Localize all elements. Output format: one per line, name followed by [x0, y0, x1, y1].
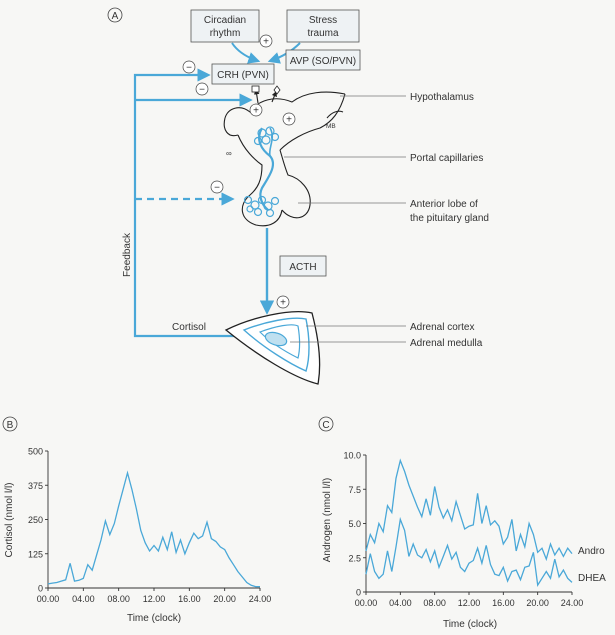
stress-box [286, 9, 360, 43]
hypothalamus-label: Hypothalamus [410, 92, 474, 103]
cortisol-xtick-label: 00.00 [37, 594, 60, 604]
minus-sign-pituitary [210, 180, 224, 194]
androgen-ytick-label: 10.0 [343, 451, 361, 461]
cortisol-ytick-label: 250 [28, 515, 43, 525]
legend-dhea: DHEA [578, 573, 606, 584]
androgen-ylabel: Androgen (nmol l/l) [322, 478, 333, 562]
cortisol-label: Cortisol [172, 322, 206, 333]
cortisol-ytick-label: 0 [38, 584, 43, 594]
androgen-dhea-line [365, 516, 573, 587]
acth-box [279, 255, 327, 277]
panel-c-badge [318, 416, 334, 432]
cortisol-series-line [47, 470, 260, 588]
panel-b-letter: B [7, 420, 14, 431]
androgen-xlabel: Time (clock) [443, 619, 497, 630]
minus-sign-crh [182, 60, 196, 74]
androgen-xtick-label: 12.00 [458, 598, 481, 608]
androgen-xtick-label: 08.00 [423, 598, 446, 608]
panel-a: A Circadian rhythm Stress trauma + CRH (… [107, 7, 489, 385]
plus-sign-inputs [259, 34, 273, 48]
cortisol-xtick-label: 12.00 [143, 594, 166, 604]
androgen-xtick-label: 04.00 [389, 598, 412, 608]
avp-label: AVP (SO/PVN) [290, 56, 356, 67]
stress-label-line1: Stress [309, 15, 337, 26]
androgen-andro-line [365, 458, 573, 562]
plus-sign-avp-neuron-text: + [286, 115, 292, 126]
plus-sign-acth-text: + [280, 298, 286, 309]
cortisol-chart: B 0 125 250 375 500 00.00 04.00 08.00 12.00 16.00… [2, 416, 272, 624]
panel-c-letter: C [322, 420, 329, 431]
panel-a-badge [107, 7, 123, 23]
minus-sign-crh-text: − [186, 63, 192, 74]
cortisol-ylabel: Cortisol (nmol l/l) [4, 482, 15, 557]
crh-box [211, 63, 275, 85]
anterior-lobe-label-line1: Anterior lobe of [410, 199, 478, 210]
circadian-box [190, 9, 260, 43]
cortisol-xtick-label: 24.00 [249, 594, 272, 604]
cortisol-ytick-label: 125 [28, 549, 43, 559]
anterior-lobe-label-line2: the pituitary gland [410, 213, 489, 224]
portal-capillaries-label: Portal capillaries [410, 153, 483, 164]
androgen-xtick-label: 16.00 [492, 598, 515, 608]
adrenal-cortex-label: Adrenal cortex [410, 322, 474, 333]
cortisol-xtick-label: 16.00 [178, 594, 201, 604]
circadian-label-line2: rhythm [210, 28, 241, 39]
cortisol-xtick-label: 04.00 [72, 594, 95, 604]
acth-label: ACTH [289, 262, 316, 273]
mb-label: MB [326, 123, 336, 130]
plus-sign-crh-neuron [249, 103, 263, 117]
feedback-loop-to-crh [133, 68, 236, 338]
androgen-xtick-label: 00.00 [355, 598, 378, 608]
androgen-ytick-label: 0 [356, 588, 361, 598]
plus-sign-crh-neuron-text: + [253, 106, 259, 117]
hypothalamus-pituitary-drawing: MB + + ∞ [223, 85, 346, 227]
circadian-arrow [231, 42, 261, 64]
cortisol-axes [47, 451, 260, 589]
adrenal-gland-drawing [224, 311, 321, 385]
plus-sign-inputs-text: + [263, 37, 269, 48]
panel-a-letter: A [112, 11, 119, 22]
crh-label: CRH (PVN) [217, 70, 269, 81]
plus-sign-avp-neuron [282, 112, 296, 126]
minus-sign-hypothalamus-text: − [199, 85, 205, 96]
androgen-ytick-label: 7.5 [348, 485, 361, 495]
avp-box [285, 49, 361, 71]
cortisol-ytick-label: 500 [28, 447, 43, 457]
minus-sign-hypothalamus [195, 82, 209, 96]
feedback-label: Feedback [122, 232, 133, 277]
panel-b-badge [2, 416, 18, 432]
minus-sign-pituitary-text: − [214, 183, 220, 194]
plus-sign-acth [276, 295, 290, 309]
cortisol-ytick-label: 375 [28, 481, 43, 491]
androgen-ytick-label: 5.0 [348, 519, 361, 529]
cortisol-xtick-label: 08.00 [107, 594, 130, 604]
stress-label-line2: trauma [307, 28, 339, 39]
circadian-label-line1: Circadian [204, 15, 246, 26]
cortisol-xlabel: Time (clock) [127, 613, 181, 624]
androgen-chart: C 0 2.5 5.0 7.5 10.0 00.00 04.00 08.00 12.00 16.0… [318, 416, 606, 630]
androgen-xtick-label: 24.00 [561, 598, 584, 608]
cortisol-xtick-label: 20.00 [213, 594, 236, 604]
legend-andro: Andro [578, 546, 605, 557]
androgen-ytick-label: 2.5 [348, 553, 361, 563]
adrenal-medulla-label: Adrenal medulla [410, 338, 483, 349]
infinity-glyph: ∞ [226, 149, 232, 158]
androgen-xtick-label: 20.00 [526, 598, 549, 608]
